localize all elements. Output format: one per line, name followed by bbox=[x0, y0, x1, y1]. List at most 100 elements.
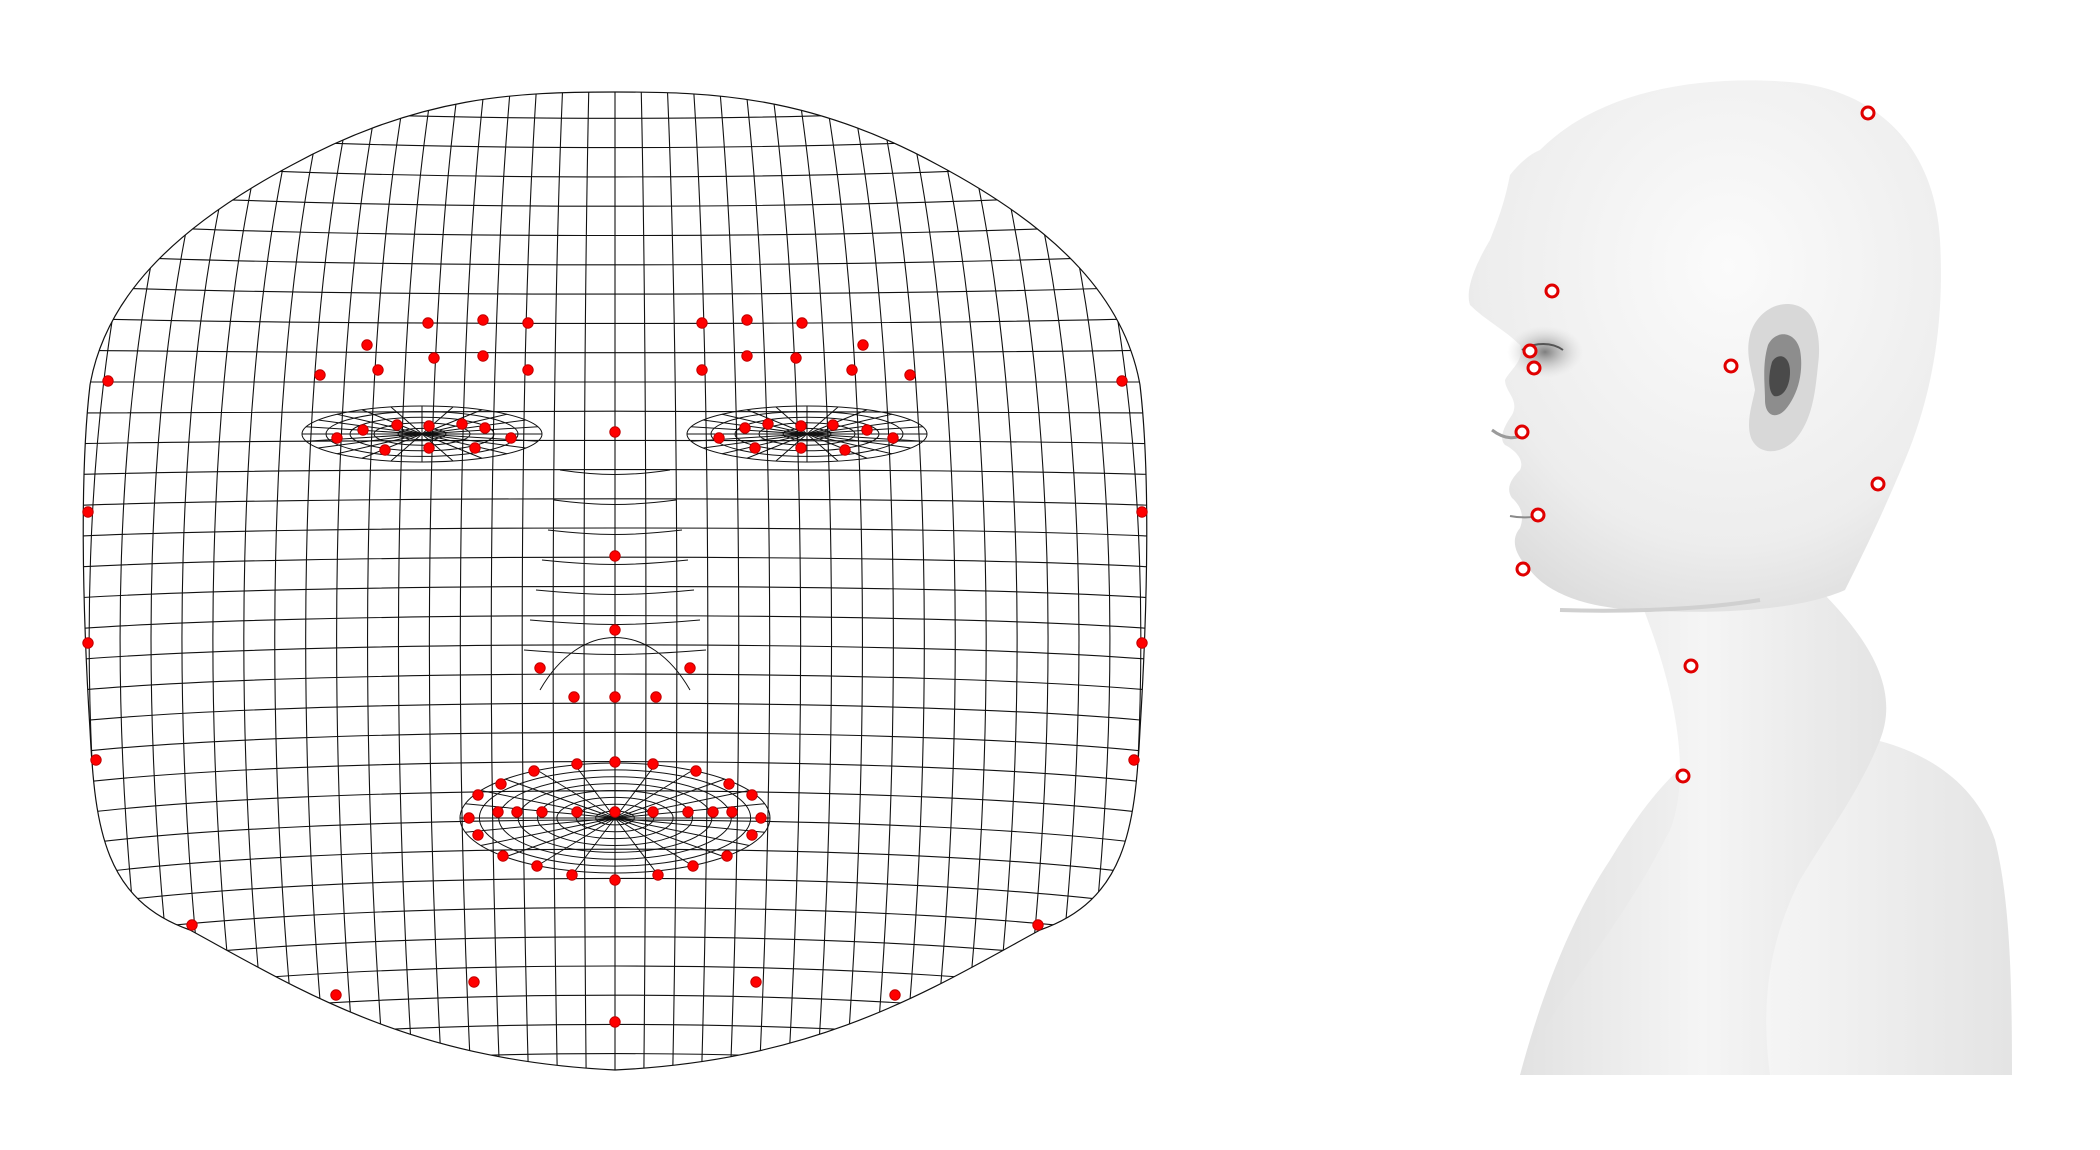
mesh-line bbox=[83, 285, 1147, 295]
front-landmark-point bbox=[571, 806, 583, 818]
mesh-line bbox=[552, 92, 564, 1070]
front-landmark-point bbox=[887, 432, 899, 444]
mesh-line bbox=[1030, 92, 1111, 1070]
nose-line bbox=[553, 499, 677, 505]
feature-spoke bbox=[614, 817, 656, 872]
mesh-line bbox=[83, 1053, 1147, 1070]
eye-socket-shadow bbox=[1507, 326, 1583, 378]
mesh-line bbox=[583, 92, 590, 1070]
front-landmark-point bbox=[566, 869, 578, 881]
mesh-line bbox=[83, 702, 1147, 724]
mesh-line bbox=[521, 92, 538, 1070]
feature-spoke bbox=[505, 778, 616, 819]
feature-spoke bbox=[465, 817, 616, 833]
ear bbox=[1748, 304, 1820, 452]
front-landmark-point bbox=[505, 432, 517, 444]
front-landmark-point bbox=[497, 850, 509, 862]
front-landmark-point bbox=[423, 442, 435, 454]
feature-spoke bbox=[614, 817, 693, 867]
profile-landmark-point bbox=[1870, 476, 1886, 492]
front-landmark-point bbox=[746, 789, 758, 801]
mesh-line bbox=[770, 92, 802, 1070]
front-landmark-point bbox=[750, 976, 762, 988]
front-landmark-point bbox=[857, 339, 869, 351]
front-landmark-point bbox=[361, 339, 373, 351]
profile-landmark-point bbox=[1544, 283, 1560, 299]
profile-landmark-point bbox=[1683, 658, 1699, 674]
front-landmark-point bbox=[609, 806, 621, 818]
front-landmark-point bbox=[904, 369, 916, 381]
front-landmark-point bbox=[609, 1016, 621, 1028]
front-landmark-point bbox=[422, 317, 434, 329]
mesh-line bbox=[83, 585, 1147, 600]
mesh-line bbox=[83, 92, 148, 1070]
feature-detail-lines bbox=[301, 405, 928, 874]
mesh-line bbox=[83, 349, 1147, 354]
feature-spoke bbox=[480, 817, 616, 846]
mesh-line bbox=[874, 92, 925, 1070]
profile-landmark-point bbox=[1522, 343, 1538, 359]
front-landmark-point bbox=[1136, 637, 1148, 649]
front-landmark-point bbox=[528, 765, 540, 777]
front-landmark-point bbox=[795, 420, 807, 432]
front-landmark-point bbox=[468, 976, 480, 988]
feature-spoke bbox=[574, 817, 616, 872]
front-landmark-point bbox=[609, 691, 621, 703]
front-landmarks bbox=[82, 314, 1148, 1028]
front-landmark-point bbox=[391, 419, 403, 431]
front-landmark-point bbox=[477, 350, 489, 362]
front-landmark-point bbox=[749, 442, 761, 454]
front-landmark-point bbox=[1032, 919, 1044, 931]
mesh-line bbox=[744, 92, 771, 1070]
front-landmark-point bbox=[428, 352, 440, 364]
mesh-line bbox=[83, 498, 1147, 507]
profile-render-panel bbox=[1468, 80, 2012, 1075]
mesh-line bbox=[83, 410, 1147, 414]
front-landmark-point bbox=[726, 806, 738, 818]
front-landmark-point bbox=[522, 364, 534, 376]
neck bbox=[1520, 590, 1887, 1075]
front-landmark-point bbox=[609, 426, 621, 438]
front-landmark-point bbox=[741, 314, 753, 326]
front-landmark-point bbox=[536, 806, 548, 818]
front-landmark-point bbox=[492, 806, 504, 818]
mesh-line bbox=[88, 92, 174, 1070]
feature-spoke bbox=[806, 433, 892, 455]
front-landmark-point bbox=[652, 869, 664, 881]
front-landmark-point bbox=[739, 422, 751, 434]
nose-line bbox=[541, 559, 689, 565]
mesh-line bbox=[83, 615, 1147, 631]
front-landmark-point bbox=[721, 850, 733, 862]
front-landmark-point bbox=[357, 424, 369, 436]
mesh-line bbox=[692, 92, 709, 1070]
profile-landmark-point bbox=[1530, 507, 1546, 523]
feature-spoke bbox=[806, 406, 839, 435]
front-landmark-point bbox=[647, 806, 659, 818]
feature-spoke bbox=[703, 433, 808, 449]
front-landmark-point bbox=[741, 350, 753, 362]
feature-spoke bbox=[614, 817, 765, 833]
profile-landmark-point bbox=[1526, 360, 1542, 376]
feature-spoke bbox=[806, 433, 868, 459]
front-landmark-point bbox=[82, 637, 94, 649]
feature-spoke bbox=[614, 790, 750, 819]
front-landmark-point bbox=[861, 424, 873, 436]
feature-spoke bbox=[806, 433, 911, 449]
mesh-line bbox=[900, 92, 956, 1070]
front-landmark-point bbox=[90, 754, 102, 766]
front-landmark-point bbox=[696, 317, 708, 329]
feature-spoke bbox=[318, 433, 423, 449]
front-landmark-point bbox=[331, 432, 343, 444]
mesh-line bbox=[60, 1083, 1170, 1126]
front-landmark-point bbox=[682, 806, 694, 818]
mesh-line bbox=[428, 92, 460, 1070]
mesh-line bbox=[243, 92, 304, 1070]
nose-line bbox=[547, 529, 683, 535]
feature-spoke bbox=[337, 413, 423, 435]
feature-spoke bbox=[306, 433, 423, 442]
feature-spoke bbox=[722, 433, 808, 455]
feature-spoke bbox=[703, 419, 808, 435]
front-landmark-point bbox=[469, 442, 481, 454]
feature-spoke bbox=[421, 433, 507, 455]
mesh-line bbox=[83, 439, 1147, 445]
